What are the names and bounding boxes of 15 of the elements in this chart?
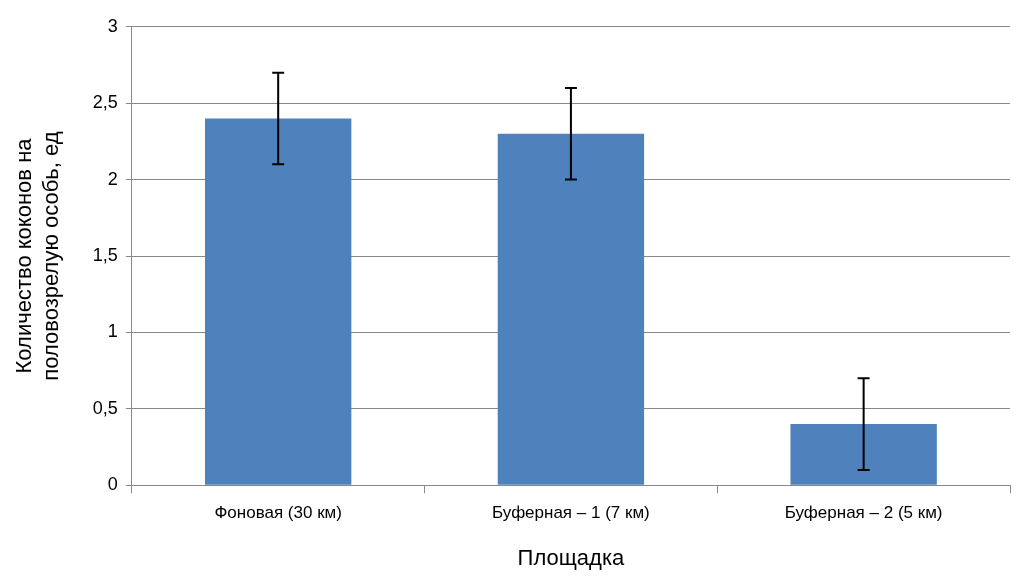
y-tick-label: 0,5 (92, 397, 118, 418)
y-tick-label: 3 (107, 15, 118, 36)
y-tick-label: 1,5 (92, 244, 118, 265)
x-axis-title: Площадка (517, 544, 625, 570)
y-tick-label: 2 (107, 168, 118, 189)
bar (497, 133, 645, 485)
bar (205, 118, 352, 485)
y-axis-title: Количество коконов на половозрелую особь, ед (11, 131, 63, 381)
x-tick-label: Фоновая (30 км) (214, 503, 342, 523)
y-tick-label: 2,5 (92, 92, 118, 113)
x-tick-label: Буферная – 1 (7 км) (492, 503, 650, 523)
bar (790, 424, 937, 485)
y-tick-label: 1 (107, 321, 118, 342)
y-tick-label: 0 (107, 474, 118, 495)
x-tick-label: Буферная – 2 (5 км) (784, 503, 943, 523)
